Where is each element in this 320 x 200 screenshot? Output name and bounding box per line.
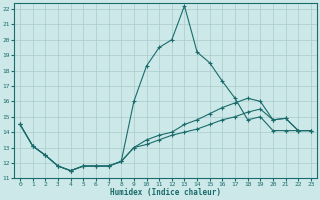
X-axis label: Humidex (Indice chaleur): Humidex (Indice chaleur) bbox=[110, 188, 221, 197]
